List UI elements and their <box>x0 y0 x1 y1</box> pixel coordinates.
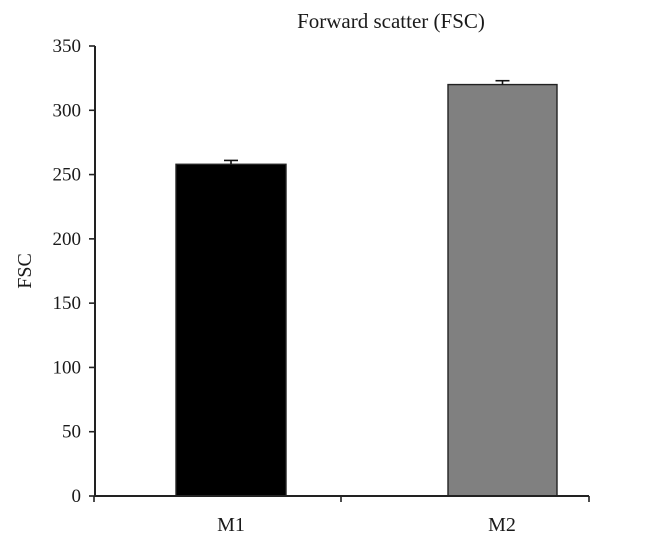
bar-m1 <box>175 163 287 497</box>
category-label-m2: M2 <box>488 514 516 536</box>
y-axis: 0 50 100 150 200 250 300 350 <box>53 36 96 507</box>
x-axis <box>93 495 590 502</box>
y-tick-label: 300 <box>53 100 82 121</box>
y-axis-label: FSC <box>14 253 36 289</box>
y-tick-label: 100 <box>53 357 82 378</box>
chart-title: Forward scatter (FSC) <box>297 9 485 33</box>
category-label-m1: M1 <box>217 514 245 536</box>
y-tick-label: 50 <box>62 422 81 443</box>
y-tick-label: 250 <box>53 165 82 186</box>
bar-series <box>175 79 558 497</box>
y-tick-label: 0 <box>72 486 82 507</box>
y-tick-label: 200 <box>53 229 82 250</box>
y-tick-label: 350 <box>53 36 82 57</box>
bar-m2 <box>447 83 558 497</box>
y-tick-label: 150 <box>53 293 82 314</box>
